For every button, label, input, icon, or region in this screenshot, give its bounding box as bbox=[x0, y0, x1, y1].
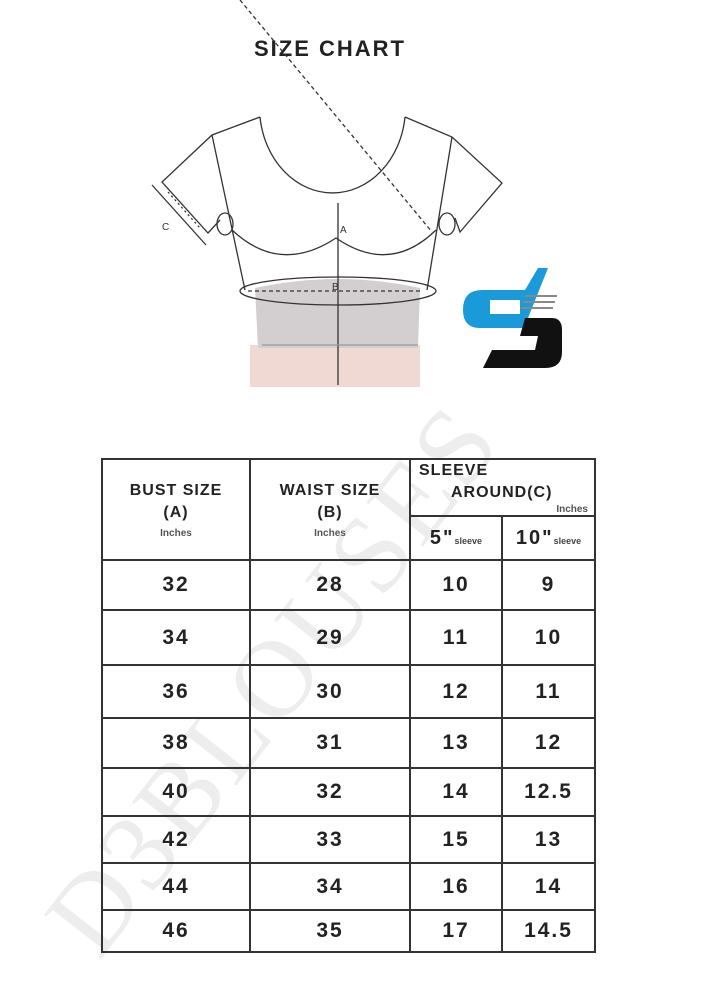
table-row: 44 34 16 14 bbox=[101, 862, 596, 911]
cell-waist: 33 bbox=[249, 815, 411, 864]
cell-sleeve-5: 17 bbox=[409, 909, 503, 953]
header-bust: BUST SIZE (A) Inches bbox=[101, 458, 251, 561]
cell-waist: 30 bbox=[249, 664, 411, 719]
side-seams bbox=[211, 134, 453, 385]
cell-sleeve-10: 14 bbox=[501, 862, 596, 911]
blouse-diagram: A B C bbox=[151, 0, 562, 387]
table-row: 32 28 10 9 bbox=[101, 559, 596, 611]
cell-waist: 34 bbox=[249, 862, 411, 911]
cell-sleeve-5: 13 bbox=[409, 717, 503, 769]
table-row: 36 30 12 11 bbox=[101, 664, 596, 719]
cell-sleeve-10: 12.5 bbox=[501, 767, 596, 817]
size-table: BUST SIZE (A) Inches WAIST SIZE (B) Inch… bbox=[101, 458, 596, 953]
header-5-sleeve: 5"sleeve bbox=[409, 515, 503, 561]
sleeve-dotted-line bbox=[167, 191, 201, 229]
label-a: A bbox=[340, 225, 347, 236]
cell-waist: 31 bbox=[249, 717, 411, 769]
header-10-sleeve: 10"sleeve bbox=[501, 515, 596, 561]
cell-sleeve-5: 11 bbox=[409, 609, 503, 666]
blouse-outline bbox=[161, 116, 503, 234]
sleeve-arrow bbox=[151, 184, 207, 246]
cell-sleeve-5: 12 bbox=[409, 664, 503, 719]
bust-curves bbox=[231, 229, 437, 256]
cell-waist: 35 bbox=[249, 909, 411, 953]
cell-sleeve-5: 16 bbox=[409, 862, 503, 911]
table-row: 46 35 17 14.5 bbox=[101, 909, 596, 953]
cell-sleeve-10: 11 bbox=[501, 664, 596, 719]
brand-logo bbox=[463, 268, 562, 368]
cell-bust: 36 bbox=[101, 664, 251, 719]
header-waist: WAIST SIZE (B) Inches bbox=[249, 458, 411, 561]
right-armhole bbox=[438, 212, 456, 236]
header-sleeve: SLEEVE AROUND(C) Inches bbox=[409, 458, 596, 517]
cell-sleeve-10: 9 bbox=[501, 559, 596, 611]
cell-sleeve-10: 10 bbox=[501, 609, 596, 666]
page-title: SIZE CHART bbox=[254, 36, 406, 61]
cell-sleeve-10: 13 bbox=[501, 815, 596, 864]
cell-bust: 32 bbox=[101, 559, 251, 611]
left-armhole bbox=[216, 212, 234, 236]
table-row: 38 31 13 12 bbox=[101, 717, 596, 769]
cell-bust: 40 bbox=[101, 767, 251, 817]
cell-sleeve-5: 14 bbox=[409, 767, 503, 817]
skirt-shape bbox=[250, 345, 420, 387]
table-row: 34 29 11 10 bbox=[101, 609, 596, 666]
cell-waist: 32 bbox=[249, 767, 411, 817]
cell-sleeve-10: 12 bbox=[501, 717, 596, 769]
label-c: C bbox=[162, 222, 169, 233]
waist-ellipse bbox=[239, 276, 437, 306]
label-b: B bbox=[332, 282, 339, 293]
cell-waist: 29 bbox=[249, 609, 411, 666]
cell-sleeve-5: 10 bbox=[409, 559, 503, 611]
table-row: 40 32 14 12.5 bbox=[101, 767, 596, 817]
bust-line bbox=[239, 0, 433, 233]
cell-bust: 38 bbox=[101, 717, 251, 769]
cell-bust: 42 bbox=[101, 815, 251, 864]
cell-bust: 46 bbox=[101, 909, 251, 953]
cell-bust: 34 bbox=[101, 609, 251, 666]
cell-bust: 44 bbox=[101, 862, 251, 911]
table-row: 42 33 15 13 bbox=[101, 815, 596, 864]
cell-waist: 28 bbox=[249, 559, 411, 611]
cell-sleeve-5: 15 bbox=[409, 815, 503, 864]
cell-sleeve-10: 14.5 bbox=[501, 909, 596, 953]
